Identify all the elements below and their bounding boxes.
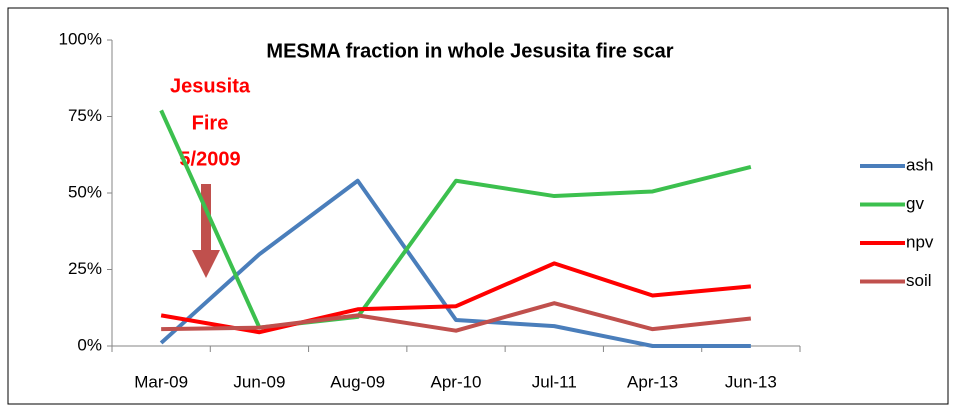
- annotation: Jesusita: [170, 75, 251, 97]
- x-tick-label: Jun-09: [233, 372, 285, 391]
- y-tick-label: 25%: [68, 259, 102, 278]
- x-tick-label: Mar-09: [134, 372, 188, 391]
- x-tick-label: Jul-11: [532, 372, 577, 391]
- x-tick-label: Apr-10: [430, 372, 481, 391]
- x-tick-label: Aug-09: [330, 372, 385, 391]
- legend-label: soil: [906, 271, 932, 290]
- chart-border: [7, 7, 949, 405]
- legend-label: ash: [906, 155, 933, 174]
- y-tick-label: 75%: [68, 106, 102, 125]
- y-tick-label: 100%: [59, 29, 102, 48]
- chart-title: MESMA fraction in whole Jesusita fire sc…: [266, 40, 673, 62]
- x-tick-label: Jun-13: [725, 372, 777, 391]
- x-tick-label: Apr-13: [627, 372, 678, 391]
- series-line: [159, 178, 751, 348]
- legend-label: gv: [906, 194, 924, 213]
- y-tick-label: 0%: [77, 335, 102, 354]
- annotation: 5/2009: [179, 148, 240, 170]
- series-line: [160, 261, 752, 335]
- annotation-arrow: [192, 184, 220, 278]
- y-tick-label: 50%: [68, 182, 102, 201]
- annotation: Fire: [192, 112, 229, 134]
- series-line: [161, 301, 752, 333]
- legend-label: npv: [906, 232, 934, 251]
